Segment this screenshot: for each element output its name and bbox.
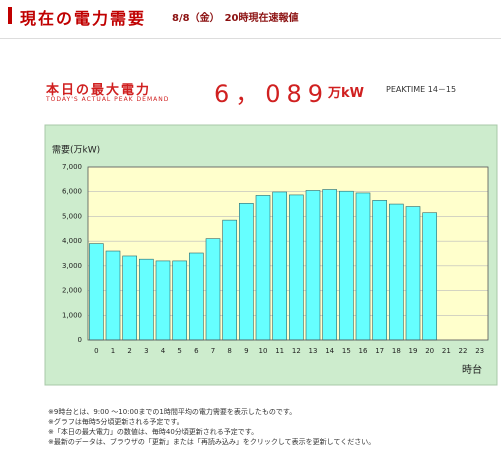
x-tick-label: 7 [211, 347, 215, 355]
x-tick-label: 0 [94, 347, 98, 355]
x-tick-label: 16 [359, 347, 368, 355]
x-tick-label: 10 [259, 347, 268, 355]
bar [205, 238, 221, 341]
x-axis-label: 時台 [462, 363, 482, 376]
bar [272, 191, 287, 341]
x-tick-label: 23 [475, 347, 484, 355]
notes: ※9時台とは、9:00 ～10:00までの1時間平均の電力需要を表示したものです… [48, 407, 375, 447]
bar [422, 212, 437, 341]
plot-frame [87, 166, 489, 341]
x-tick-label: 17 [375, 347, 384, 355]
bar [289, 194, 304, 341]
note: ※最新のデータは、ブラウザの「更新」または「再読み込み」をクリックして表示を更新… [48, 438, 376, 446]
bar [189, 252, 204, 341]
note: ※9時台とは、9:00 ～10:00までの1時間平均の電力需要を表示したものです… [48, 408, 297, 416]
bar [355, 192, 371, 341]
bar [239, 203, 254, 341]
y-tick-label: 5,000 [62, 212, 82, 220]
x-tick-label: 8 [227, 347, 231, 355]
y-axis-label: 需要(万kW) [52, 145, 100, 156]
bar [222, 219, 237, 341]
plot-area [88, 167, 488, 340]
note: ※グラフは毎時5分頃更新される予定です。 [48, 418, 184, 426]
x-tick-label: 6 [194, 347, 199, 355]
note: ※「本日の最大電力」の数値は、毎時40分頃更新される予定です。 [48, 428, 259, 436]
bar [339, 190, 354, 341]
x-tick-label: 12 [292, 347, 301, 355]
x-tick-label: 1 [111, 347, 115, 355]
bar [389, 203, 404, 341]
header-bar [8, 7, 12, 24]
bar [172, 260, 187, 341]
bar [105, 250, 121, 341]
y-tick-label: 7,000 [62, 163, 82, 171]
page-title: 現在の電力需要 [20, 9, 147, 28]
x-tick-label: 18 [392, 347, 401, 355]
peak-time: PEAKTIME 14－15 [386, 85, 457, 94]
y-tick-label: 0 [78, 336, 82, 344]
bar [305, 190, 321, 341]
x-tick-label: 9 [244, 347, 248, 355]
x-tick-label: 19 [409, 347, 418, 355]
x-tick-label: 3 [144, 347, 148, 355]
page-subtitle: 8/8（金） 20時現在速報値 [172, 13, 299, 24]
bar [155, 260, 171, 341]
bar [405, 206, 421, 341]
x-tick-label: 13 [309, 347, 318, 355]
x-tick-label: 11 [275, 347, 284, 355]
peak-label: 本日の最大電力 [46, 83, 152, 98]
bar [122, 255, 137, 341]
x-tick-label: 2 [127, 347, 131, 355]
bar [255, 195, 271, 341]
chart: 需要(万kW) 時台 0 1,000 2,000 3,000 4,000 5,000 6,0… [44, 124, 498, 386]
bar [372, 200, 387, 341]
peak-value: 6，089 [214, 80, 330, 108]
x-tick-label: 15 [342, 347, 351, 355]
x-tick-label: 4 [161, 347, 166, 355]
peak-unit: 万kW [328, 86, 364, 101]
y-tick-label: 3,000 [62, 262, 82, 270]
x-tick-label: 20 [425, 347, 434, 355]
y-tick-label: 6,000 [62, 188, 82, 196]
y-tick-label: 1,000 [62, 311, 82, 319]
y-tick-label: 2,000 [62, 287, 82, 295]
x-tick-label: 14 [325, 347, 334, 355]
peak-label-en: TODAY'S ACTUAL PEAK DEMAND [46, 96, 170, 103]
bar [322, 189, 337, 341]
divider [0, 38, 501, 39]
x-tick-label: 22 [459, 347, 468, 355]
bar [139, 258, 154, 341]
x-tick-label: 21 [442, 347, 451, 355]
x-tick-label: 5 [177, 347, 181, 355]
y-tick-label: 4,000 [62, 237, 82, 245]
bar [89, 243, 104, 341]
